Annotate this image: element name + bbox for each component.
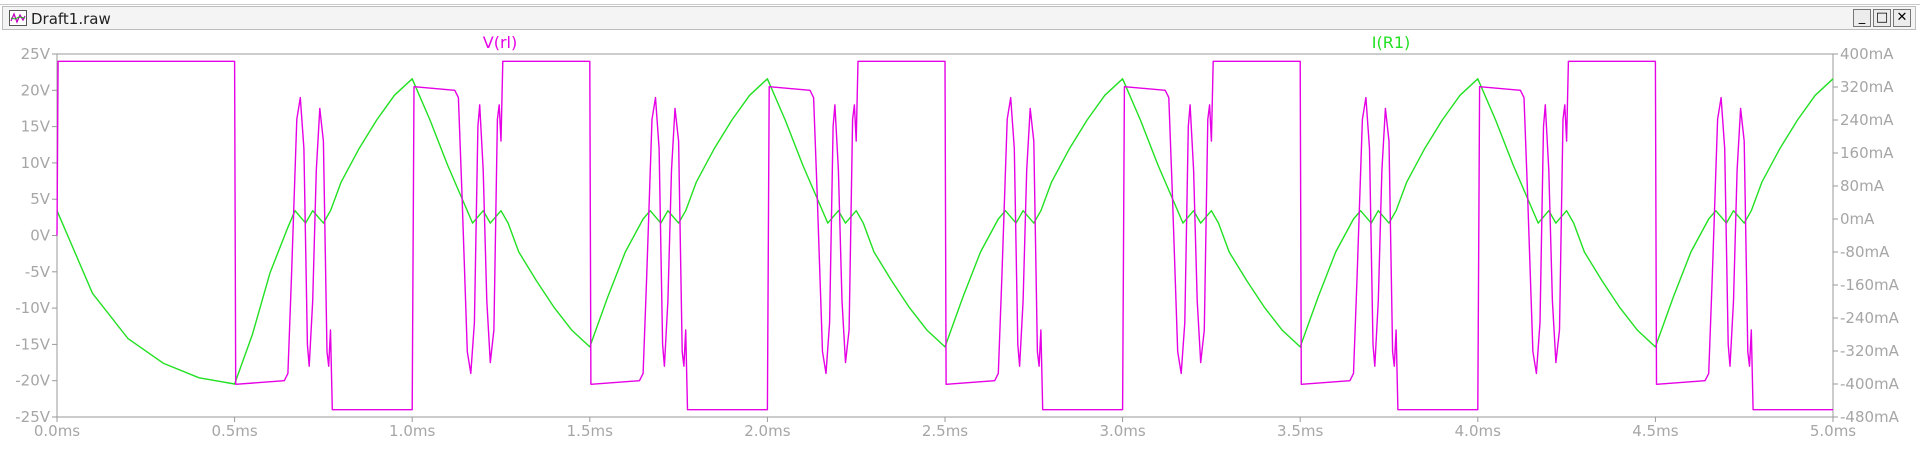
y-right-tick-label: -400mA [1840,375,1900,393]
y-left-tick-label: -20V [15,372,50,390]
y-left-tick-label: 5V [30,190,51,208]
close-button[interactable]: ✕ [1893,9,1911,27]
window-title: Draft1.raw [31,10,111,28]
waveform-icon [9,10,27,26]
x-tick-label: 4.0ms [1455,422,1501,440]
x-tick-label: 4.5ms [1632,422,1678,440]
series-label-v-rl: V(rl) [483,33,517,52]
plot-area[interactable]: 0.0ms 0.5ms 1.0ms 1.5ms 2.0ms 2.5ms 3.0ms 3.5ms… [0,31,1920,450]
x-tick-label: 0.0ms [34,422,80,440]
y-right-tick-label: 80mA [1840,177,1885,195]
y-right-tick-label: -320mA [1840,342,1900,360]
y-right-tick-label: -160mA [1840,276,1900,294]
y-left-tick-label: 15V [21,118,51,136]
y-right-tick-label: 240mA [1840,111,1894,129]
series-label-i-r1: I(R1) [1372,33,1411,52]
y-left-tick-label: 0V [30,227,51,245]
ticks-layer: 0.0ms 0.5ms 1.0ms 1.5ms 2.0ms 2.5ms 3.0ms 3.5ms… [15,45,1899,440]
y-right-tick-label: 0mA [1840,210,1875,228]
x-tick-label: 3.0ms [1099,422,1145,440]
i-r1-trace [56,78,1834,385]
y-right-tick-label: 160mA [1840,144,1894,162]
x-tick-label: 2.5ms [922,422,968,440]
y-right-tick-label: -480mA [1840,408,1900,426]
labels-layer: V(rl) I(R1) [483,33,1410,52]
traces-layer [56,60,1834,411]
y-left-tick-label: 10V [21,154,51,172]
y-right-tick-label: 320mA [1840,78,1894,96]
x-tick-label: 2.0ms [744,422,790,440]
window-titlebar[interactable]: Draft1.raw _ □ ✕ [2,6,1916,30]
x-tick-label: 1.0ms [389,422,435,440]
x-tick-label: 5.0ms [1810,422,1856,440]
top-edge [0,0,1920,5]
y-right-tick-label: -80mA [1840,243,1890,261]
y-right-tick-label: -240mA [1840,309,1900,327]
x-tick-label: 3.5ms [1277,422,1323,440]
minimize-button[interactable]: _ [1853,9,1871,27]
y-left-tick-label: 25V [21,45,51,63]
v-rl-trace [56,60,1833,411]
maximize-button[interactable]: □ [1873,9,1891,27]
y-left-tick-label: -5V [25,263,51,281]
y-left-tick-label: -10V [15,299,50,317]
x-tick-label: 1.5ms [567,422,613,440]
y-left-tick-label: -25V [15,408,50,426]
y-left-tick-label: -15V [15,335,50,353]
y-left-tick-label: 20V [21,81,51,99]
waveform-chart[interactable]: 0.0ms 0.5ms 1.0ms 1.5ms 2.0ms 2.5ms 3.0ms 3.5ms… [0,31,1920,450]
x-tick-label: 0.5ms [211,422,257,440]
y-right-tick-label: 400mA [1840,45,1894,63]
